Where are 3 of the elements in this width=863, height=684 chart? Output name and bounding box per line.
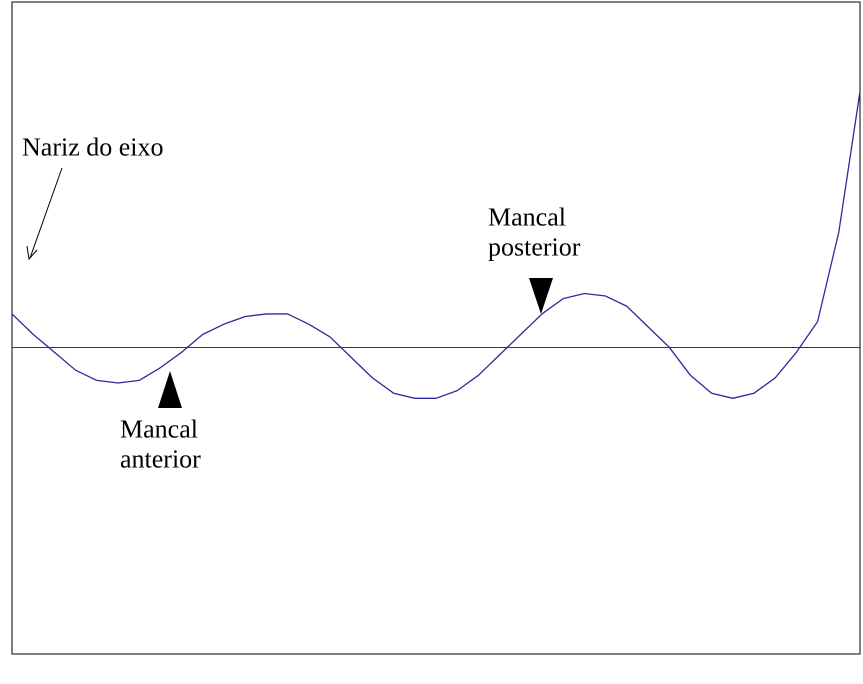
text: Mancal anterior [120,414,204,474]
annotation: Mancal posterior [488,202,581,262]
annotation: Nariz do eixo [22,132,164,162]
